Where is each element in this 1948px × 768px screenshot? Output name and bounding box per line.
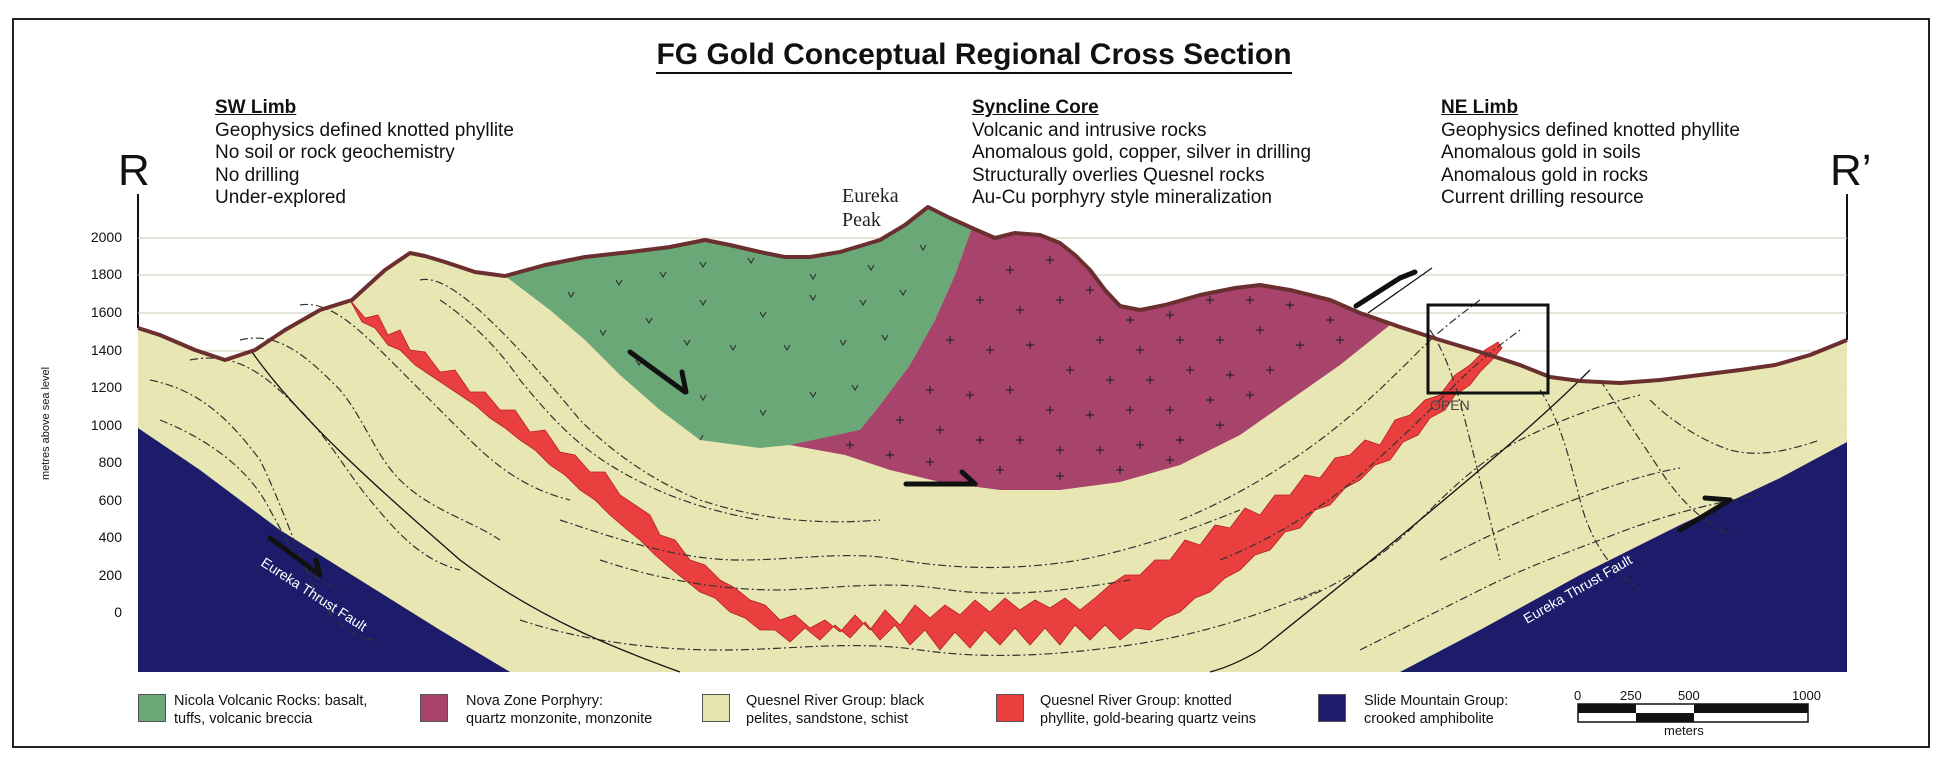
section-end-right: R’: [1830, 146, 1872, 195]
y-tick-label: 1200: [90, 379, 122, 395]
y-tick-label: 1800: [90, 266, 122, 282]
open-label: OPEN: [1430, 397, 1470, 413]
sw-limb-heading: SW Limb: [215, 97, 297, 118]
y-tick-label: 0: [114, 604, 122, 620]
y-tick-label: 1600: [90, 304, 122, 320]
legend-item-pelite: Quesnel River Group: black pelites, sand…: [746, 692, 924, 728]
scale-unit: meters: [1664, 723, 1704, 738]
syncline-core-heading: Syncline Core: [972, 97, 1099, 118]
ne-limb-notes: NE Limb Geophysics defined knotted phyll…: [1441, 97, 1740, 210]
ne-limb-line: Anomalous gold in soils: [1441, 142, 1641, 163]
y-tick-label: 800: [98, 454, 122, 470]
topography-line: [137, 205, 1848, 385]
ne-limb-line: Anomalous gold in rocks: [1441, 164, 1648, 186]
legend-text-line: tuffs, volcanic breccia: [174, 711, 313, 727]
porphyry-unit: [790, 228, 1390, 490]
open-box: [1426, 303, 1550, 395]
sw-limb-line: No drilling: [215, 164, 300, 186]
syncline-core-line: Au-Cu porphyry style mineralization: [972, 187, 1272, 208]
movement-arrows: [267, 269, 1733, 578]
figure-title: FG Gold Conceptual Regional Cross Sectio…: [0, 38, 1948, 74]
legend-swatch-pelite: [702, 694, 730, 722]
y-tick-label: 600: [98, 492, 122, 508]
ne-limb-line: Geophysics defined knotted phyllite: [1441, 119, 1740, 141]
scale-label: 1000: [1792, 688, 1821, 703]
syncline-core-notes: Syncline Core Volcanic and intrusive roc…: [972, 97, 1311, 210]
fold-traces: [149, 278, 1821, 657]
scale-label: 250: [1620, 688, 1642, 703]
scale-label: 0: [1574, 688, 1582, 703]
syncline-core-line: Anomalous gold, copper, silver in drilli…: [972, 142, 1312, 163]
syncline-core-line: Volcanic and intrusive rocks: [972, 119, 1207, 141]
legend-text-line: pelites, sandstone, schist: [746, 711, 909, 727]
legend-item-porphyry: Nova Zone Porphyry: quartz monzonite, mo…: [466, 692, 652, 728]
legend-text-line: Slide Mountain Group:: [1364, 693, 1509, 709]
eureka-peak-label: Eureka Peak: [842, 184, 899, 232]
y-tick-label: 1400: [90, 342, 122, 358]
porphyry-pattern: [846, 256, 1344, 480]
legend-item-phyllite: Quesnel River Group: knotted phyllite, g…: [1040, 692, 1256, 728]
sw-limb-line: No soil or rock geochemistry: [215, 142, 455, 163]
legend-text-line: Quesnel River Group: black: [746, 693, 925, 709]
amphibolite-left: [138, 428, 510, 672]
legend-text-line: quartz monzonite, monzonite: [466, 711, 653, 727]
legend-text-line: Nova Zone Porphyry:: [466, 693, 604, 709]
y-tick-label: 200: [98, 567, 122, 583]
legend-text-line: Nicola Volcanic Rocks: basalt,: [174, 693, 368, 709]
sw-limb-line: Geophysics defined knotted phyllite: [215, 119, 514, 141]
syncline-core-line: Structurally overlies Quesnel rocks: [972, 164, 1265, 186]
legend-item-amphibolite: Slide Mountain Group: crooked amphibolit…: [1364, 692, 1508, 728]
ne-limb-heading: NE Limb: [1441, 97, 1519, 118]
y-tick-label: 400: [98, 529, 122, 545]
peak-label-line: Peak: [842, 209, 881, 231]
scale-label: 500: [1678, 688, 1700, 703]
ne-limb-line: Current drilling resource: [1441, 187, 1644, 208]
fault-lines: [251, 267, 1591, 673]
legend-swatch-amphibolite: [1318, 694, 1346, 722]
y-tick-label: 1000: [90, 417, 122, 433]
legend-swatch-volcanic: [138, 694, 166, 722]
legend-text-line: Quesnel River Group: knotted: [1040, 693, 1232, 709]
y-axis-title: metres above sea level: [40, 366, 52, 480]
legend-swatch-phyllite: [996, 694, 1024, 722]
legend-text-line: crooked amphibolite: [1364, 711, 1494, 727]
volcanic-pattern: [567, 244, 927, 441]
figure-frame: [12, 18, 1930, 748]
sw-limb-line: Under-explored: [215, 187, 346, 208]
phyllite-vein-band: [349, 299, 1503, 651]
scale-bar: [1577, 703, 1809, 723]
legend-swatch-porphyry: [420, 694, 448, 722]
volcanic-unit: [505, 207, 972, 448]
y-tick-label: 2000: [90, 229, 122, 245]
legend-item-volcanic: Nicola Volcanic Rocks: basalt, tuffs, vo…: [174, 692, 367, 728]
sw-limb-notes: SW Limb Geophysics defined knotted phyll…: [215, 97, 514, 210]
peak-label-line: Eureka: [842, 185, 899, 207]
section-end-left: R: [118, 146, 150, 195]
legend-text-line: phyllite, gold-bearing quartz veins: [1040, 711, 1257, 727]
